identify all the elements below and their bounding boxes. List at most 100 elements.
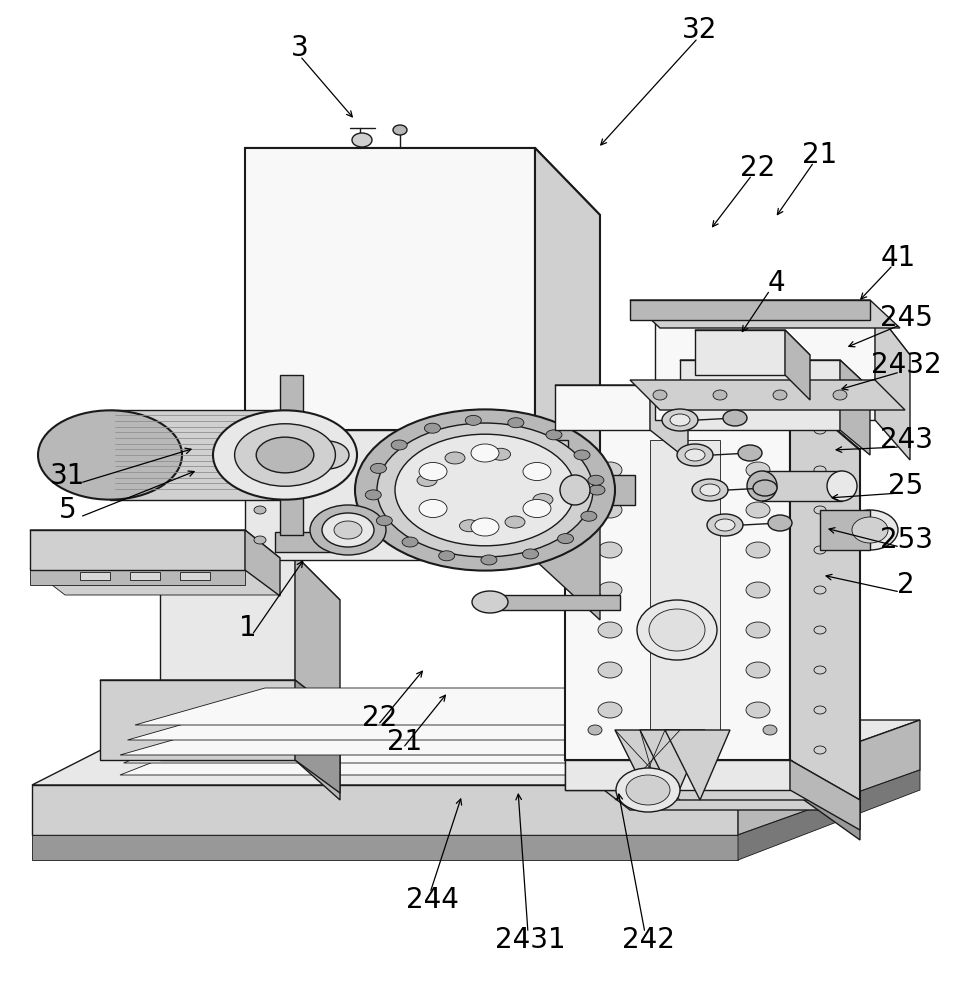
Ellipse shape (254, 476, 266, 484)
Text: 2432: 2432 (871, 351, 941, 379)
Ellipse shape (662, 409, 698, 431)
Polygon shape (565, 760, 790, 790)
Ellipse shape (526, 466, 547, 478)
Text: 1: 1 (239, 614, 256, 642)
Ellipse shape (322, 513, 374, 547)
Polygon shape (245, 430, 600, 500)
Ellipse shape (763, 725, 777, 735)
Ellipse shape (746, 502, 770, 518)
Polygon shape (120, 728, 820, 775)
Text: 245: 245 (879, 304, 932, 332)
Polygon shape (535, 148, 600, 500)
Ellipse shape (558, 534, 573, 544)
Ellipse shape (256, 437, 314, 473)
Text: 22: 22 (363, 704, 398, 732)
Polygon shape (875, 310, 910, 460)
Polygon shape (245, 148, 535, 430)
Polygon shape (30, 530, 280, 558)
Ellipse shape (334, 521, 362, 539)
Ellipse shape (534, 456, 562, 474)
Ellipse shape (598, 702, 622, 718)
Text: 2431: 2431 (494, 926, 566, 954)
Ellipse shape (649, 609, 705, 651)
Ellipse shape (746, 542, 770, 558)
Text: 21: 21 (387, 728, 422, 756)
Ellipse shape (814, 506, 826, 514)
Polygon shape (32, 785, 738, 835)
Ellipse shape (38, 410, 182, 500)
Polygon shape (680, 360, 870, 388)
Ellipse shape (376, 516, 392, 526)
Polygon shape (280, 375, 303, 535)
Ellipse shape (598, 502, 622, 518)
Polygon shape (535, 430, 600, 620)
Ellipse shape (747, 471, 777, 501)
Ellipse shape (471, 518, 499, 536)
Text: 3: 3 (292, 34, 309, 62)
Ellipse shape (746, 582, 770, 598)
Text: 31: 31 (51, 462, 86, 490)
Ellipse shape (213, 410, 357, 500)
Polygon shape (295, 680, 340, 793)
Text: 242: 242 (622, 926, 675, 954)
Ellipse shape (370, 463, 386, 473)
Polygon shape (30, 568, 280, 595)
Polygon shape (565, 760, 860, 810)
Polygon shape (665, 730, 730, 800)
Polygon shape (790, 390, 860, 810)
Ellipse shape (402, 537, 418, 547)
Polygon shape (655, 310, 875, 420)
Polygon shape (555, 385, 688, 415)
Ellipse shape (355, 409, 615, 571)
Ellipse shape (490, 448, 511, 460)
Ellipse shape (768, 515, 792, 531)
Polygon shape (630, 300, 870, 320)
Text: 22: 22 (740, 154, 776, 182)
Ellipse shape (465, 415, 482, 425)
Ellipse shape (514, 476, 526, 484)
Ellipse shape (746, 702, 770, 718)
Ellipse shape (626, 775, 670, 805)
Polygon shape (124, 716, 822, 763)
Polygon shape (565, 760, 860, 800)
Ellipse shape (481, 555, 497, 565)
Polygon shape (565, 390, 860, 450)
Ellipse shape (391, 440, 408, 450)
Polygon shape (100, 680, 340, 715)
Ellipse shape (814, 546, 826, 554)
Text: 25: 25 (888, 472, 923, 500)
Polygon shape (630, 300, 900, 328)
Ellipse shape (723, 410, 747, 426)
Ellipse shape (439, 551, 454, 561)
Ellipse shape (254, 506, 266, 514)
Ellipse shape (814, 666, 826, 674)
Ellipse shape (814, 706, 826, 714)
Ellipse shape (677, 444, 713, 466)
Polygon shape (528, 440, 568, 490)
Polygon shape (180, 572, 210, 580)
Polygon shape (840, 360, 870, 455)
Polygon shape (160, 555, 295, 760)
Ellipse shape (814, 586, 826, 594)
Ellipse shape (235, 424, 335, 486)
Polygon shape (30, 530, 245, 570)
Text: 5: 5 (59, 496, 77, 524)
Polygon shape (655, 310, 910, 355)
Ellipse shape (700, 484, 720, 496)
Ellipse shape (746, 622, 770, 638)
Ellipse shape (842, 510, 898, 550)
Ellipse shape (852, 517, 888, 543)
Polygon shape (100, 680, 295, 760)
Ellipse shape (424, 423, 441, 433)
Polygon shape (762, 471, 842, 501)
Polygon shape (695, 330, 810, 355)
Ellipse shape (827, 471, 857, 501)
Ellipse shape (598, 462, 622, 478)
Text: 41: 41 (880, 244, 916, 272)
Ellipse shape (514, 536, 526, 544)
Ellipse shape (560, 475, 590, 505)
Ellipse shape (763, 415, 777, 425)
Polygon shape (680, 360, 840, 430)
Polygon shape (790, 760, 860, 840)
Polygon shape (565, 760, 790, 790)
